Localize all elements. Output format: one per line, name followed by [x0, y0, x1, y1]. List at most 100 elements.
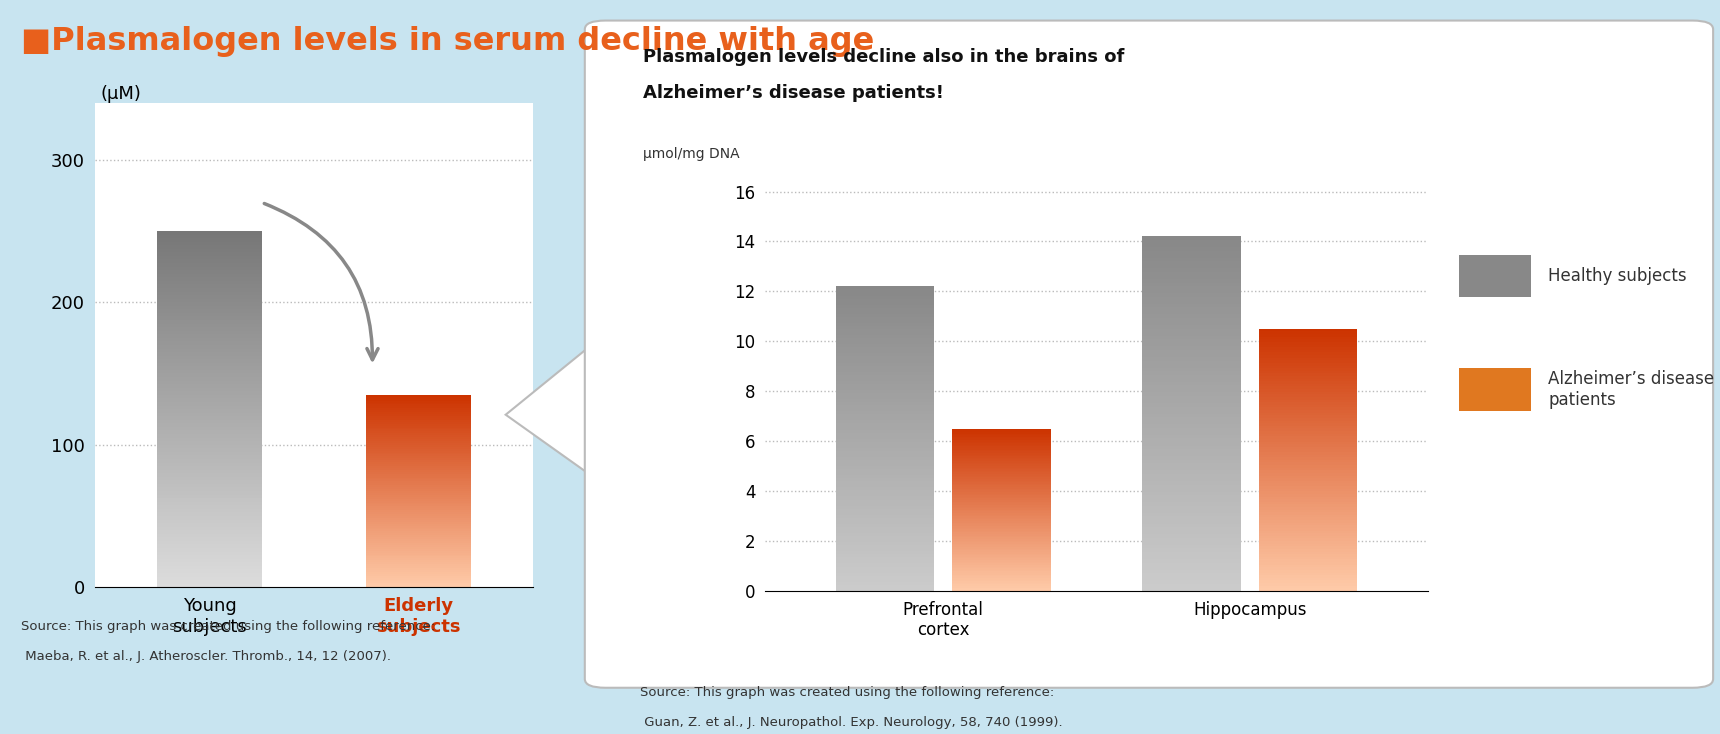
Bar	[1142, 275, 1240, 279]
Bar	[366, 545, 471, 547]
Bar	[953, 571, 1051, 573]
Bar	[953, 529, 1051, 531]
Bar	[366, 570, 471, 572]
Bar	[953, 435, 1051, 437]
Text: Plasmalogen levels decline also in the brains of: Plasmalogen levels decline also in the b…	[643, 48, 1125, 66]
Bar	[836, 484, 934, 487]
Bar	[1142, 435, 1240, 438]
Bar	[366, 454, 471, 457]
Bar	[1142, 343, 1240, 346]
Bar	[366, 395, 471, 397]
Bar	[366, 457, 471, 458]
Bar	[366, 433, 471, 435]
Bar	[1142, 587, 1240, 591]
Bar	[836, 429, 934, 432]
Bar	[1142, 541, 1240, 545]
Bar	[366, 472, 471, 473]
Bar	[366, 407, 471, 408]
Bar	[366, 414, 471, 416]
Bar	[366, 493, 471, 495]
Bar	[1259, 379, 1357, 381]
Bar	[1142, 360, 1240, 364]
Bar	[1142, 378, 1240, 382]
Bar	[157, 480, 261, 484]
Bar	[1142, 562, 1240, 566]
Bar	[836, 363, 934, 366]
Bar	[836, 539, 934, 542]
Bar	[157, 327, 261, 331]
Bar	[953, 482, 1051, 484]
Bar	[1142, 286, 1240, 290]
Bar	[953, 500, 1051, 501]
Bar	[836, 310, 934, 314]
Bar	[366, 408, 471, 410]
Bar	[366, 453, 471, 454]
Bar	[836, 573, 934, 575]
Bar	[836, 374, 934, 378]
Bar	[1142, 247, 1240, 251]
Bar	[1259, 371, 1357, 374]
Bar	[366, 526, 471, 528]
Bar	[1259, 394, 1357, 397]
Bar	[953, 445, 1051, 446]
Bar	[366, 498, 471, 501]
Bar	[1259, 583, 1357, 586]
Bar	[1259, 407, 1357, 410]
Bar	[1142, 350, 1240, 354]
Bar	[1142, 300, 1240, 304]
Bar	[1259, 551, 1357, 554]
Bar	[157, 245, 261, 249]
Bar	[836, 578, 934, 582]
Bar	[366, 547, 471, 549]
Bar	[1142, 304, 1240, 308]
Bar	[157, 288, 261, 291]
Bar	[953, 446, 1051, 448]
Bar	[1142, 297, 1240, 300]
Bar	[1142, 523, 1240, 527]
Bar	[1142, 333, 1240, 335]
Bar	[836, 545, 934, 548]
Bar	[1142, 308, 1240, 311]
Bar	[366, 503, 471, 504]
Bar	[1259, 549, 1357, 551]
Bar	[1259, 570, 1357, 573]
Bar	[836, 414, 934, 418]
Bar	[1142, 463, 1240, 467]
Bar	[1259, 462, 1357, 465]
Bar	[1142, 407, 1240, 410]
Bar	[366, 451, 471, 453]
Bar	[1259, 334, 1357, 337]
Bar	[1259, 405, 1357, 407]
Bar	[836, 421, 934, 424]
Bar	[1142, 236, 1240, 240]
Bar	[1142, 498, 1240, 502]
Bar	[1142, 385, 1240, 389]
Bar	[1142, 545, 1240, 548]
Bar	[1142, 329, 1240, 333]
Bar	[836, 496, 934, 500]
Bar	[366, 566, 471, 568]
Bar	[836, 405, 934, 408]
Bar	[1142, 272, 1240, 275]
Bar	[157, 334, 261, 338]
Bar	[1259, 402, 1357, 405]
Bar	[366, 410, 471, 413]
Bar	[157, 437, 261, 441]
Bar	[953, 450, 1051, 451]
Bar	[836, 368, 934, 371]
Bar	[157, 356, 261, 359]
Bar	[1259, 557, 1357, 559]
Text: Maeba, R. et al., J. Atheroscler. Thromb., 14, 12 (2007).: Maeba, R. et al., J. Atheroscler. Thromb…	[21, 650, 390, 663]
Bar	[366, 441, 471, 443]
Bar	[366, 534, 471, 535]
Bar	[157, 462, 261, 466]
Bar	[836, 424, 934, 426]
Bar	[1259, 520, 1357, 523]
Bar	[366, 560, 471, 562]
Bar	[1259, 486, 1357, 489]
Bar	[953, 451, 1051, 453]
Bar	[1142, 474, 1240, 478]
Bar	[157, 306, 261, 309]
Bar	[157, 545, 261, 548]
Bar	[1259, 499, 1357, 502]
